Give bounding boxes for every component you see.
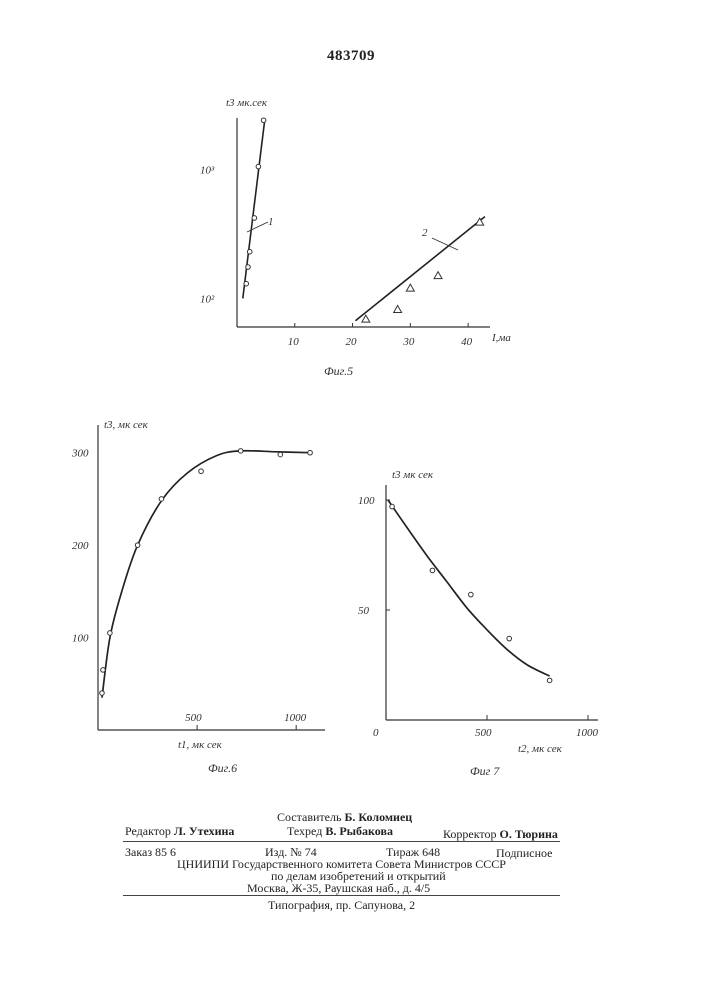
fig7-caption: Фиг 7 <box>470 764 500 778</box>
fig6-x-tick-label: 500 <box>185 712 202 724</box>
fig5-x-label: I,ма <box>491 332 511 344</box>
fig7-curve <box>388 500 550 676</box>
fig6-y-tick-label: 100 <box>72 633 89 645</box>
fig6-point <box>100 691 105 696</box>
fig6-point <box>108 631 113 636</box>
fig7-y-tick-label: 100 <box>358 495 375 507</box>
fig5-y-ticks: 10³ 10² <box>200 164 215 305</box>
fig7-x-tick-label: 500 <box>475 727 492 739</box>
fig7-point <box>547 678 552 683</box>
fig7-y-label: t3 мк сек <box>392 469 434 481</box>
fig6-series <box>100 449 313 698</box>
techred-line: Техред В. Рыбакова <box>287 824 393 839</box>
fig6-chart: 5001000 300200100 t3, мк сек t1, мк сек … <box>71 419 325 775</box>
fig5-leader-1 <box>247 222 268 232</box>
fig5-series <box>243 118 485 322</box>
fig7-x-label: t2, мк сек <box>518 743 563 755</box>
fig6-point <box>199 469 204 474</box>
fig5-series-1-point <box>261 118 266 123</box>
fig6-point <box>278 452 283 457</box>
fig7-series <box>388 500 552 683</box>
fig5-x-tick-label: 30 <box>402 336 415 348</box>
order-number: Заказ 85 6 <box>125 845 176 860</box>
fig7-point <box>430 568 435 573</box>
fig6-caption: Фиг.6 <box>208 761 237 775</box>
fig5-series-2-point <box>362 315 370 322</box>
corrector-name: О. Тюрина <box>500 827 558 841</box>
fig5-x-tick-label: 40 <box>461 336 473 348</box>
fig6-y-tick-label: 200 <box>72 540 89 552</box>
fig5-series-1-label: 1 <box>268 216 274 228</box>
fig5-series-2-label: 2 <box>422 227 428 239</box>
fig7-y-ticks: 100 50 <box>358 495 390 617</box>
fig6-x-label: t1, мк сек <box>178 739 223 751</box>
fig5-y-tick-label: 10² <box>200 293 215 305</box>
fig6-point <box>308 450 313 455</box>
fig7-x-tick-label: 1000 <box>576 727 599 739</box>
credits-divider <box>123 841 560 842</box>
editor-line: Редактор Л. Утехина <box>125 824 234 839</box>
compiler-name: Б. Коломиец <box>344 810 412 824</box>
address-line: Москва, Ж-35, Раушская наб., д. 4/5 <box>247 881 430 896</box>
fig5-series-2-point <box>406 284 414 291</box>
fig5-x-tick-label: 20 <box>346 336 358 348</box>
fig7-y-tick-label: 50 <box>358 605 370 617</box>
fig5-series-1-point <box>244 281 249 286</box>
fig7-point <box>469 592 474 597</box>
figures-svg: 10 20 30 40 10³ 10² t3 мк.сек I,ма 1 2 Фиг.5… <box>0 0 707 780</box>
fig6-y-ticks: 300 200 100 <box>71 448 89 645</box>
fig5-x-tick-label: 10 <box>288 336 300 348</box>
fig5-series-2-point <box>434 272 442 279</box>
printer-line: Типография, пр. Сапунова, 2 <box>268 898 415 913</box>
fig6-y-label: t3, мк сек <box>104 419 149 431</box>
fig6-x-ticks: 500 1000 <box>185 712 307 730</box>
fig5-series-1-point <box>247 249 252 254</box>
fig5-series-2-point <box>394 305 402 312</box>
fig7-x-ticks: 0 500 1000 <box>373 715 599 739</box>
compiler-line: Составитель Б. Коломиец <box>277 810 412 825</box>
fig7-x-tick-label: 0 <box>373 727 379 739</box>
corrector-line: Корректор О. Тюрина <box>443 827 558 842</box>
fig5-caption: Фиг.5 <box>324 364 353 378</box>
fig5-series-1-point <box>246 265 251 270</box>
fig5-series-1-line <box>243 120 265 298</box>
fig6-point <box>101 668 106 673</box>
fig5-y-tick-label: 10³ <box>200 164 215 176</box>
compiler-label: Составитель <box>277 810 341 824</box>
fig6-point <box>135 543 140 548</box>
fig7-point <box>390 504 395 509</box>
fig6-x-tick-label: 1000 <box>284 712 307 724</box>
printer-divider <box>123 895 560 896</box>
fig5-series-2-line <box>355 217 485 321</box>
fig6-curve <box>102 451 310 698</box>
editor-label: Редактор <box>125 824 171 838</box>
fig7-chart: 0 500 1000 100 50 t3 мк сек t2, мк сек Фиг … <box>358 469 599 778</box>
fig6-point <box>238 449 243 454</box>
fig5-series-1-point <box>252 216 257 221</box>
fig6-y-tick-label: 300 <box>71 448 89 460</box>
corrector-label: Корректор <box>443 827 497 841</box>
fig5-chart: 10 20 30 40 10³ 10² t3 мк.сек I,ма 1 2 Фиг.5 <box>200 97 511 378</box>
techred-name: В. Рыбакова <box>325 824 393 838</box>
editor-name: Л. Утехина <box>174 824 235 838</box>
fig5-series-1-point <box>256 164 261 169</box>
fig7-point <box>507 636 512 641</box>
techred-label: Техред <box>287 824 322 838</box>
fig6-point <box>159 497 164 502</box>
fig5-y-label: t3 мк.сек <box>226 97 268 109</box>
